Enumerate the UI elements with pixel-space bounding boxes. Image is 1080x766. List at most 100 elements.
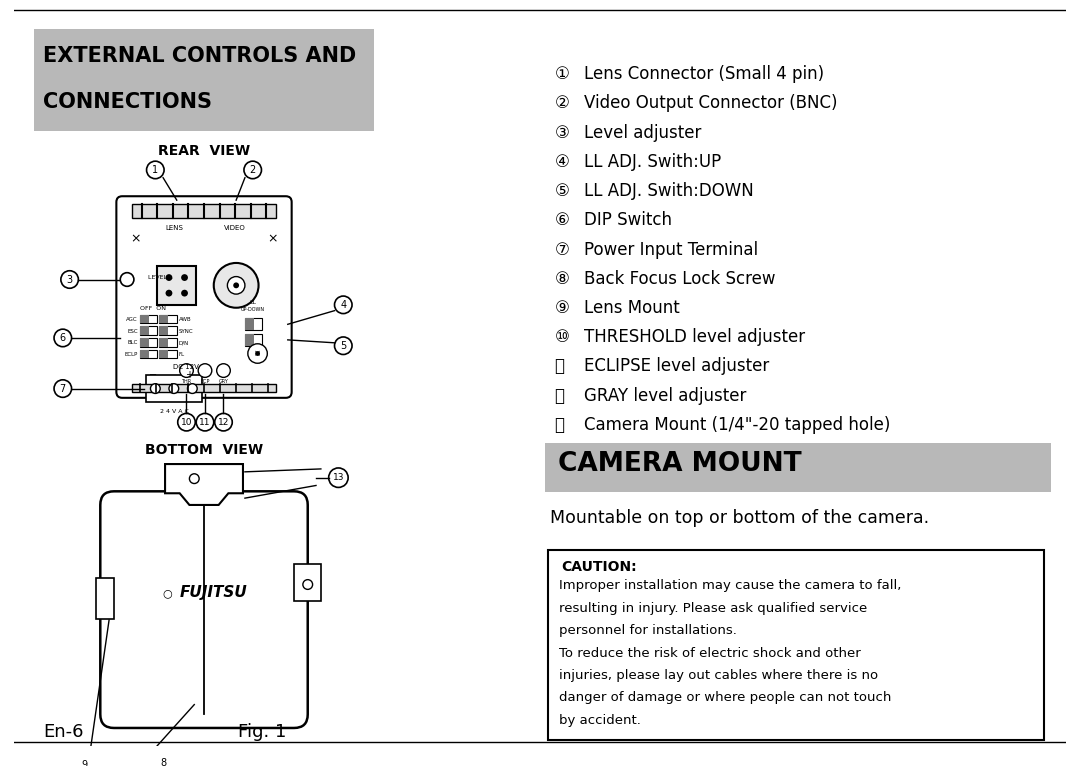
Text: DIP Switch: DIP Switch — [584, 211, 672, 229]
Text: 6: 6 — [59, 333, 66, 343]
Text: 2 4 V A C: 2 4 V A C — [160, 409, 189, 414]
Text: personnel for installations.: personnel for installations. — [559, 624, 738, 637]
Text: En-6: En-6 — [43, 723, 84, 741]
Circle shape — [233, 283, 239, 288]
Bar — [158, 266, 197, 305]
Circle shape — [198, 364, 212, 378]
Bar — [139, 326, 158, 335]
Circle shape — [214, 263, 258, 308]
Circle shape — [179, 364, 193, 378]
Text: resulting in injury. Please ask qualified service: resulting in injury. Please ask qualifie… — [559, 602, 867, 615]
Circle shape — [247, 344, 268, 363]
Text: ○: ○ — [162, 588, 172, 598]
Text: Improper installation may cause the camera to fall,: Improper installation may cause the came… — [559, 579, 902, 592]
Bar — [96, 578, 113, 619]
Text: SYNC: SYNC — [178, 329, 193, 334]
Polygon shape — [165, 464, 243, 505]
Bar — [245, 319, 254, 330]
Text: DC 12V: DC 12V — [173, 364, 199, 370]
Text: LENS: LENS — [166, 225, 184, 231]
Bar — [159, 326, 177, 335]
Text: UP-DOWN: UP-DOWN — [241, 306, 265, 312]
Text: Lens Connector (Small 4 pin): Lens Connector (Small 4 pin) — [584, 65, 824, 83]
Bar — [159, 338, 177, 347]
Bar — [245, 319, 262, 330]
Text: Level adjuster: Level adjuster — [584, 123, 701, 142]
FancyBboxPatch shape — [545, 443, 1051, 492]
Text: ③: ③ — [555, 123, 569, 142]
Text: FL: FL — [178, 352, 185, 357]
Bar — [245, 334, 254, 345]
Text: ⑥: ⑥ — [555, 211, 569, 229]
Text: LL: LL — [249, 300, 256, 305]
Text: CAUTION:: CAUTION: — [562, 560, 637, 574]
Text: D/N: D/N — [178, 340, 189, 345]
Text: 10: 10 — [180, 417, 192, 427]
Text: 4: 4 — [340, 300, 347, 309]
Text: ①: ① — [555, 65, 569, 83]
Text: AGC: AGC — [126, 317, 138, 322]
FancyBboxPatch shape — [117, 196, 292, 398]
Text: CAMERA MOUNT: CAMERA MOUNT — [557, 451, 801, 477]
Bar — [146, 375, 202, 402]
Circle shape — [181, 290, 188, 296]
Text: THR: THR — [181, 379, 191, 385]
Text: ⑨: ⑨ — [555, 299, 569, 317]
Text: ⑤: ⑤ — [555, 182, 569, 200]
Text: −: − — [149, 370, 158, 380]
Text: 13: 13 — [333, 473, 345, 482]
Text: ESC: ESC — [127, 329, 138, 334]
Bar — [159, 326, 168, 335]
Text: ⑦: ⑦ — [555, 241, 569, 259]
Text: LEVEL L: LEVEL L — [148, 275, 172, 280]
Text: 1: 1 — [152, 165, 159, 175]
Text: GRY: GRY — [218, 379, 229, 385]
Text: VIDEO: VIDEO — [225, 225, 246, 231]
Text: Mountable on top or bottom of the camera.: Mountable on top or bottom of the camera… — [550, 509, 929, 527]
Text: BLC: BLC — [127, 340, 138, 345]
Bar — [139, 315, 158, 323]
FancyBboxPatch shape — [548, 550, 1044, 740]
Circle shape — [181, 274, 188, 281]
Bar — [139, 338, 158, 347]
Text: GRAY level adjuster: GRAY level adjuster — [584, 387, 746, 404]
Text: LL ADJ. Swith:DOWN: LL ADJ. Swith:DOWN — [584, 182, 754, 200]
Circle shape — [217, 364, 230, 378]
Text: BOTTOM  VIEW: BOTTOM VIEW — [145, 443, 264, 457]
Text: OFF  ON: OFF ON — [139, 306, 165, 311]
FancyBboxPatch shape — [100, 491, 308, 728]
Text: 3: 3 — [67, 274, 72, 284]
Text: REAR  VIEW: REAR VIEW — [158, 144, 251, 158]
Text: 2: 2 — [249, 165, 256, 175]
Text: 7: 7 — [59, 384, 66, 394]
Text: ⑫: ⑫ — [555, 387, 565, 404]
Bar — [139, 315, 149, 323]
Text: injuries, please lay out cables where there is no: injuries, please lay out cables where th… — [559, 669, 879, 682]
Bar — [132, 385, 276, 392]
Circle shape — [120, 273, 134, 286]
Bar — [139, 349, 149, 358]
Text: ×: × — [131, 233, 141, 246]
Bar — [159, 315, 168, 323]
Text: +: + — [186, 370, 193, 380]
Circle shape — [228, 277, 245, 294]
Circle shape — [168, 384, 178, 394]
FancyBboxPatch shape — [33, 29, 375, 132]
Circle shape — [150, 384, 160, 394]
Text: To reduce the risk of electric shock and other: To reduce the risk of electric shock and… — [559, 647, 861, 660]
Bar — [159, 349, 177, 358]
Text: Back Focus Lock Screw: Back Focus Lock Screw — [584, 270, 775, 288]
Text: THRESHOLD level adjuster: THRESHOLD level adjuster — [584, 328, 805, 346]
Bar — [245, 334, 262, 345]
Text: 5: 5 — [340, 341, 347, 351]
Text: ④: ④ — [555, 153, 569, 171]
Text: EXTERNAL CONTROLS AND: EXTERNAL CONTROLS AND — [43, 47, 356, 67]
Text: ECP: ECP — [200, 379, 210, 385]
Text: 9: 9 — [82, 760, 87, 766]
Bar — [159, 315, 177, 323]
Bar — [294, 564, 322, 601]
Text: ⑧: ⑧ — [555, 270, 569, 288]
Bar — [159, 338, 168, 347]
Text: ECLIPSE level adjuster: ECLIPSE level adjuster — [584, 358, 769, 375]
Circle shape — [302, 580, 312, 589]
